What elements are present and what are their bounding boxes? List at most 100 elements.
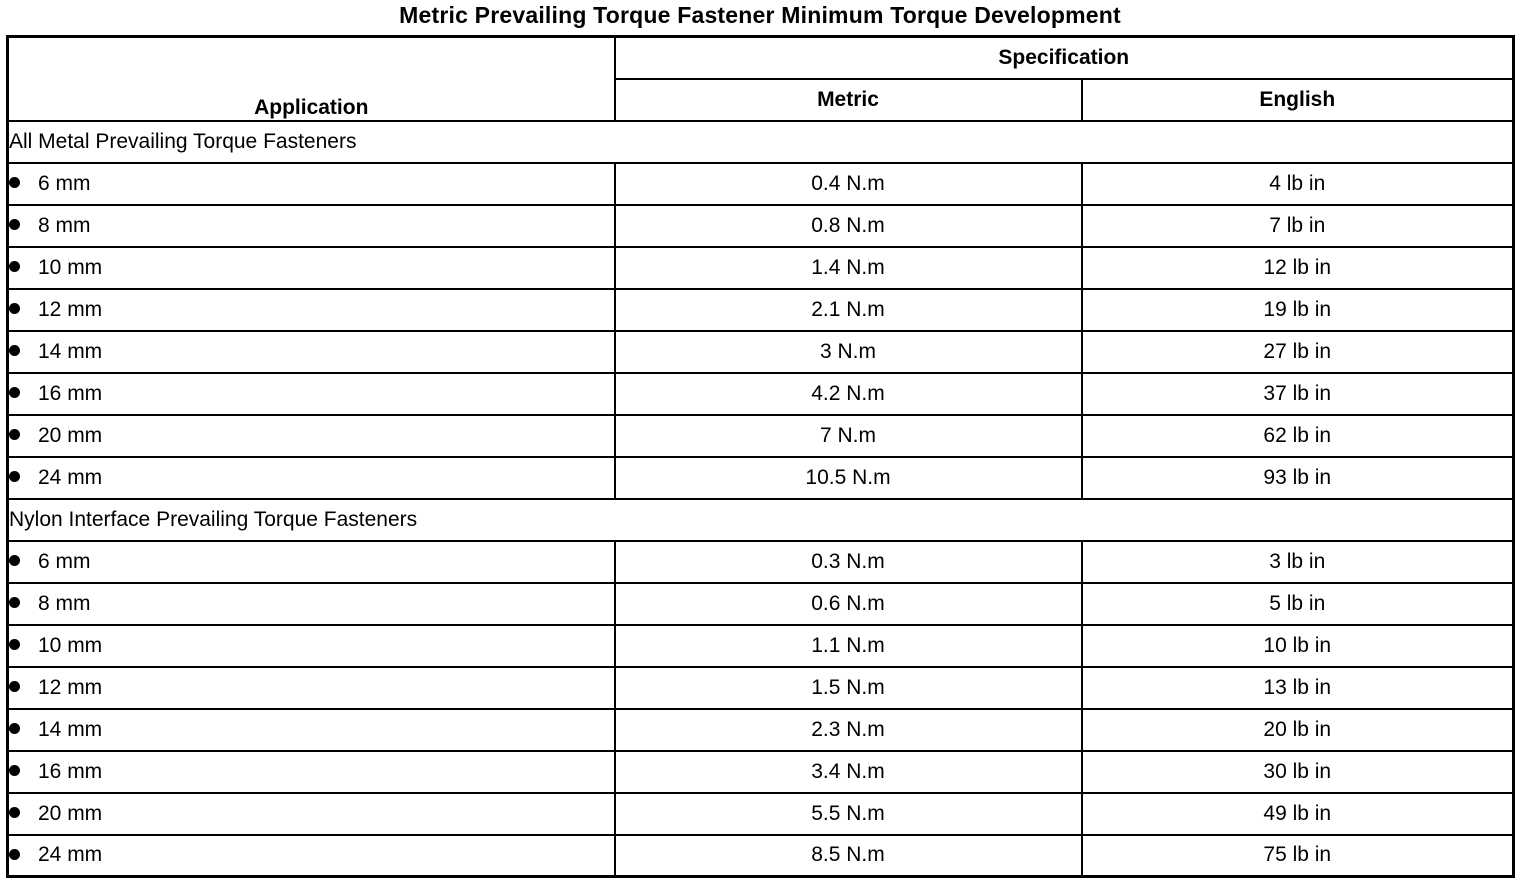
application-size-label: 10 mm <box>38 255 103 279</box>
table-row: 16 mm 4.2 N.m 37 lb in <box>6 371 1515 416</box>
bullet-icon <box>9 177 20 189</box>
application-size-label: 12 mm <box>38 297 103 321</box>
bullet-icon <box>9 807 20 819</box>
english-value-cell: 3 lb in <box>1080 539 1515 584</box>
metric-value-cell: 0.4 N.m <box>613 161 1083 206</box>
english-value-cell: 5 lb in <box>1080 581 1515 626</box>
application-size-label: 24 mm <box>38 843 103 867</box>
table-row: 6 mm 0.3 N.m 3 lb in <box>6 539 1515 584</box>
page-title: Metric Prevailing Torque Fastener Minimu… <box>399 2 1121 28</box>
english-value-cell: 4 lb in <box>1080 161 1515 206</box>
english-value-cell: 93 lb in <box>1080 455 1515 500</box>
table-row: 8 mm 0.8 N.m 7 lb in <box>6 203 1515 248</box>
english-value-cell: 12 lb in <box>1080 245 1515 290</box>
application-cell: 16 mm <box>6 749 616 794</box>
table-row: 12 mm 1.5 N.m 13 lb in <box>6 665 1515 710</box>
application-column-header: Application <box>6 35 616 122</box>
table-row: 8 mm 0.6 N.m 5 lb in <box>6 581 1515 626</box>
section-label: All Metal Prevailing Torque Fasteners <box>6 119 1515 164</box>
english-value-cell: 37 lb in <box>1080 371 1515 416</box>
table-row: 6 mm 0.4 N.m 4 lb in <box>6 161 1515 206</box>
section-label: Nylon Interface Prevailing Torque Fasten… <box>6 497 1515 542</box>
english-value-cell: 49 lb in <box>1080 791 1515 836</box>
table-body: All Metal Prevailing Torque Fasteners 6 m… <box>6 119 1515 878</box>
metric-value-cell: 7 N.m <box>613 413 1083 458</box>
metric-value-cell: 0.6 N.m <box>613 581 1083 626</box>
bullet-icon <box>9 303 20 315</box>
bullet-icon <box>9 219 20 231</box>
english-column-header: English <box>1080 77 1515 122</box>
table-row: 10 mm 1.1 N.m 10 lb in <box>6 623 1515 668</box>
table-row: 12 mm 2.1 N.m 19 lb in <box>6 287 1515 332</box>
english-value-cell: 13 lb in <box>1080 665 1515 710</box>
table-row: 16 mm 3.4 N.m 30 lb in <box>6 749 1515 794</box>
application-cell: 24 mm <box>6 455 616 500</box>
application-size-label: 10 mm <box>38 633 103 657</box>
application-size-label: 20 mm <box>38 423 103 447</box>
application-size-label: 24 mm <box>38 465 103 489</box>
english-value-cell: 27 lb in <box>1080 329 1515 374</box>
metric-value-cell: 1.5 N.m <box>613 665 1083 710</box>
application-cell: 16 mm <box>6 371 616 416</box>
header-row-units: Metric English <box>8 77 1515 122</box>
section-header-row: Nylon Interface Prevailing Torque Fasten… <box>6 497 1515 542</box>
application-cell: 6 mm <box>6 539 616 584</box>
application-cell: 20 mm <box>6 791 616 836</box>
table-row: 14 mm 3 N.m 27 lb in <box>6 329 1515 374</box>
bullet-icon <box>9 849 20 861</box>
table-row: 24 mm 8.5 N.m 75 lb in <box>6 833 1515 878</box>
metric-column-header: Metric <box>613 77 1083 122</box>
application-cell: 20 mm <box>6 413 616 458</box>
table-row: 24 mm 10.5 N.m 93 lb in <box>6 455 1515 500</box>
metric-value-cell: 8.5 N.m <box>613 833 1083 878</box>
english-value-cell: 10 lb in <box>1080 623 1515 668</box>
english-value-cell: 62 lb in <box>1080 413 1515 458</box>
section-header-row: All Metal Prevailing Torque Fasteners <box>6 119 1515 164</box>
table-header: Application Specification Metric English <box>6 35 1515 122</box>
bullet-icon <box>9 471 20 483</box>
application-cell: 24 mm <box>6 833 616 878</box>
application-cell: 12 mm <box>6 287 616 332</box>
english-value-cell: 7 lb in <box>1080 203 1515 248</box>
metric-value-cell: 3.4 N.m <box>613 749 1083 794</box>
table-row: 14 mm 2.3 N.m 20 lb in <box>6 707 1515 752</box>
application-size-label: 14 mm <box>38 339 103 363</box>
bullet-icon <box>9 555 20 567</box>
table-row: 20 mm 5.5 N.m 49 lb in <box>6 791 1515 836</box>
bullet-icon <box>9 681 20 693</box>
english-value-cell: 20 lb in <box>1080 707 1515 752</box>
application-size-label: 6 mm <box>38 549 91 573</box>
bullet-icon <box>9 639 20 651</box>
table-row: 10 mm 1.4 N.m 12 lb in <box>6 245 1515 290</box>
torque-table: Application Specification Metric English… <box>6 35 1516 878</box>
application-size-label: 20 mm <box>38 801 103 825</box>
application-cell: 10 mm <box>6 245 616 290</box>
header-row-specification: Application Specification <box>6 35 1515 122</box>
metric-value-cell: 1.1 N.m <box>613 623 1083 668</box>
application-size-label: 16 mm <box>38 759 103 783</box>
bullet-icon <box>9 723 20 735</box>
application-cell: 14 mm <box>6 329 616 374</box>
application-size-label: 8 mm <box>38 213 91 237</box>
bullet-icon <box>9 345 20 357</box>
bullet-icon <box>9 387 20 399</box>
metric-value-cell: 3 N.m <box>613 329 1083 374</box>
table-row: 20 mm 7 N.m 62 lb in <box>6 413 1515 458</box>
metric-value-cell: 0.3 N.m <box>613 539 1083 584</box>
english-value-cell: 30 lb in <box>1080 749 1515 794</box>
bullet-icon <box>9 261 20 273</box>
bullet-icon <box>9 765 20 777</box>
metric-value-cell: 10.5 N.m <box>613 455 1083 500</box>
application-size-label: 6 mm <box>38 171 91 195</box>
metric-value-cell: 2.3 N.m <box>613 707 1083 752</box>
metric-value-cell: 5.5 N.m <box>613 791 1083 836</box>
application-size-label: 16 mm <box>38 381 103 405</box>
specification-column-header: Specification <box>613 35 1515 80</box>
metric-value-cell: 2.1 N.m <box>613 287 1083 332</box>
english-value-cell: 19 lb in <box>1080 287 1515 332</box>
application-cell: 10 mm <box>6 623 616 668</box>
application-size-label: 8 mm <box>38 591 91 615</box>
application-cell: 8 mm <box>6 203 616 248</box>
application-cell: 14 mm <box>6 707 616 752</box>
